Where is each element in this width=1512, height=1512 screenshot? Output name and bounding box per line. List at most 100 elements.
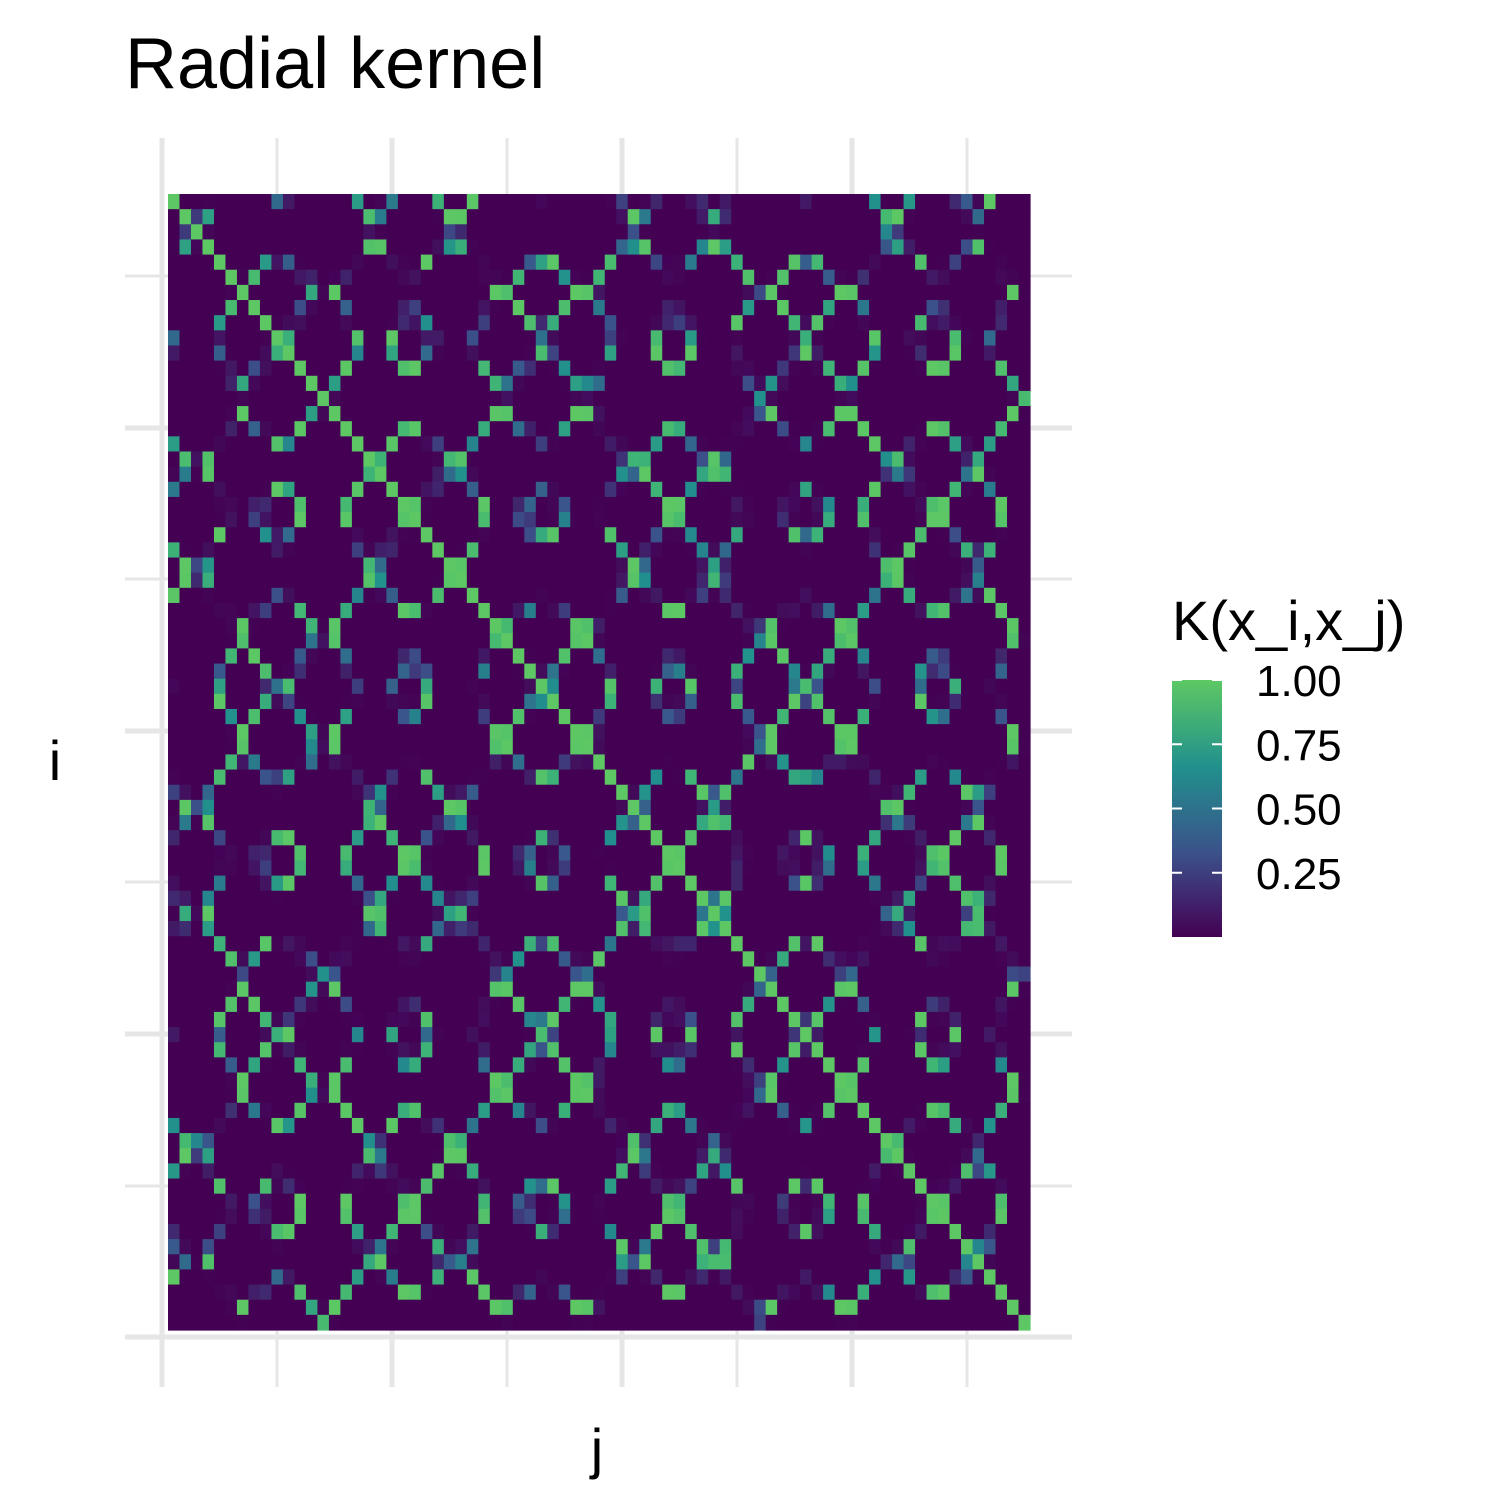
heatmap-cell: [455, 1087, 468, 1104]
heatmap-cell: [604, 1011, 617, 1028]
heatmap-cell: [742, 1148, 755, 1164]
heatmap-cell: [213, 1148, 227, 1164]
heatmap-cell: [938, 436, 951, 453]
heatmap-cell: [294, 724, 307, 740]
heatmap-cell: [708, 360, 721, 377]
heatmap-cell: [351, 890, 364, 907]
heatmap-cell: [903, 860, 916, 877]
heatmap-cell: [915, 633, 928, 649]
heatmap-cell: [386, 678, 399, 695]
heatmap-cell: [581, 890, 594, 907]
heatmap-cell: [489, 1042, 502, 1058]
heatmap-cell: [926, 739, 939, 756]
heatmap-cell: [903, 239, 916, 256]
heatmap-cell: [512, 996, 525, 1013]
heatmap-cell: [501, 360, 514, 377]
heatmap-cell: [432, 572, 445, 589]
heatmap-cell: [616, 739, 629, 756]
heatmap-cell: [386, 602, 399, 619]
heatmap-cell: [903, 678, 916, 695]
heatmap-cell: [259, 572, 273, 589]
heatmap-cell: [857, 315, 870, 331]
heatmap-cell: [719, 618, 732, 634]
heatmap-cell: [374, 254, 387, 271]
heatmap-cell: [788, 951, 801, 968]
heatmap-cell: [949, 1163, 962, 1180]
heatmap-cell: [328, 360, 341, 377]
heatmap-cell: [179, 496, 192, 513]
heatmap-cell: [547, 194, 560, 210]
heatmap-cell: [386, 799, 399, 816]
heatmap-cell: [915, 209, 928, 225]
heatmap-cell: [1018, 799, 1031, 816]
heatmap-cell: [949, 905, 962, 922]
heatmap-cell: [282, 1133, 296, 1149]
heatmap-cell: [903, 921, 916, 937]
heatmap-cell: [547, 512, 560, 528]
heatmap-cell: [179, 224, 192, 241]
heatmap-cell: [501, 390, 514, 407]
heatmap-cell: [363, 784, 376, 801]
heatmap-cell: [616, 1133, 629, 1149]
heatmap-cell: [168, 315, 181, 331]
heatmap-cell: [570, 936, 583, 952]
heatmap-cell: [742, 1178, 755, 1195]
heatmap-cell: [938, 390, 951, 407]
heatmap-cell: [685, 557, 698, 574]
heatmap-cell: [1007, 724, 1020, 740]
heatmap-cell: [259, 724, 273, 740]
heatmap-cell: [558, 390, 571, 407]
heatmap-cell: [972, 663, 985, 680]
heatmap-cell: [282, 527, 296, 543]
heatmap-cell: [857, 1057, 870, 1074]
heatmap-cell: [972, 739, 985, 756]
heatmap-cell: [788, 1087, 801, 1104]
heatmap-cell: [995, 421, 1008, 437]
heatmap-cell: [420, 1148, 433, 1164]
heatmap-cell: [179, 905, 192, 922]
heatmap-cell: [168, 754, 181, 771]
heatmap-cell: [363, 769, 376, 786]
heatmap-cell: [949, 557, 962, 574]
heatmap-cell: [754, 315, 767, 331]
heatmap-cell: [1018, 406, 1031, 422]
heatmap-cell: [340, 860, 353, 877]
heatmap-cell: [1007, 996, 1020, 1013]
heatmap-cell: [305, 527, 319, 543]
heatmap-cell: [800, 905, 813, 922]
heatmap-cell: [604, 1178, 617, 1195]
heatmap-cell: [696, 739, 709, 756]
heatmap-cell: [363, 799, 376, 816]
heatmap-cell: [259, 406, 273, 422]
heatmap-cell: [731, 815, 744, 831]
heatmap-cell: [351, 1133, 364, 1149]
heatmap-cell: [627, 466, 640, 483]
heatmap-cell: [271, 739, 284, 756]
heatmap-cell: [673, 1102, 686, 1119]
heatmap-cell: [317, 693, 330, 710]
heatmap-cell: [788, 1027, 801, 1043]
heatmap-cell: [409, 860, 422, 877]
heatmap-cell: [409, 239, 422, 256]
heatmap-cell: [455, 1027, 468, 1043]
heatmap-cell: [547, 300, 560, 316]
heatmap-cell: [294, 648, 307, 665]
heatmap-cell: [696, 406, 709, 422]
heatmap-cell: [328, 784, 341, 801]
heatmap-cell: [938, 708, 951, 725]
heatmap-cell: [972, 784, 985, 801]
heatmap-cell: [811, 572, 824, 589]
heatmap-cell: [294, 572, 307, 589]
heatmap-cell: [650, 784, 663, 801]
heatmap-cell: [409, 1027, 422, 1043]
heatmap-cell: [305, 496, 319, 513]
heatmap-cell: [604, 572, 617, 589]
heatmap-cell: [800, 921, 813, 937]
heatmap-cell: [202, 572, 215, 589]
heatmap-cell: [443, 754, 456, 771]
heatmap-cell: [443, 406, 456, 422]
heatmap-cell: [708, 345, 721, 362]
heatmap-cell: [512, 209, 525, 225]
heatmap-cell: [731, 254, 744, 271]
heatmap-cell: [455, 784, 468, 801]
